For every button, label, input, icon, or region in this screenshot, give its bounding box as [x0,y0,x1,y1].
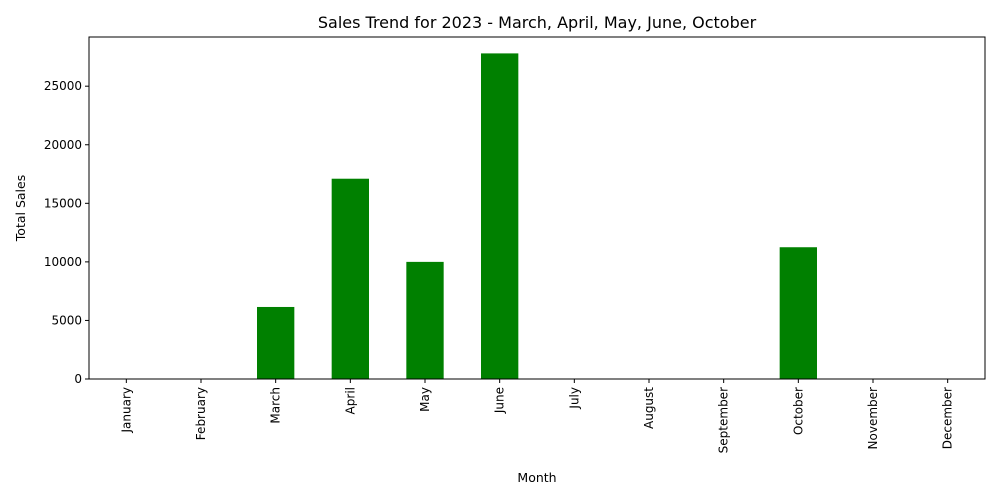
y-tick-label-0: 0 [74,372,82,386]
x-tick-label-january: January [119,387,133,434]
chart-title: Sales Trend for 2023 - March, April, May… [318,13,757,32]
bar-may [406,261,444,379]
y-tick-label-20000: 20000 [44,138,82,152]
x-tick-label-september: September [717,387,731,453]
x-tick-label-may: May [418,387,432,412]
x-axis-label: Month [517,470,556,485]
bar-april [331,178,369,379]
y-tick-label-5000: 5000 [51,313,82,327]
x-tick-label-april: April [343,387,357,414]
bar-october [779,247,817,379]
y-tick-label-15000: 15000 [44,196,82,210]
y-tick-label-25000: 25000 [44,79,82,93]
x-tick-label-november: November [866,387,880,449]
x-tick-label-march: March [269,387,283,424]
x-tick-label-july: July [567,387,581,410]
y-axis-label: Total Sales [13,175,28,242]
x-tick-label-october: October [791,387,805,435]
y-axis: 0 5000 10000 15000 20000 25000 [44,79,89,386]
y-tick-label-10000: 10000 [44,255,82,269]
x-axis: January February March April May June July Augu… [119,379,955,453]
x-tick-label-december: December [941,387,955,449]
x-tick-label-august: August [642,387,656,429]
x-tick-label-june: June [493,387,507,414]
plot-area-frame [88,36,986,380]
x-tick-label-february: February [194,387,208,440]
bars-group [257,53,817,380]
bar-march [257,306,295,379]
bar-june [481,53,519,380]
